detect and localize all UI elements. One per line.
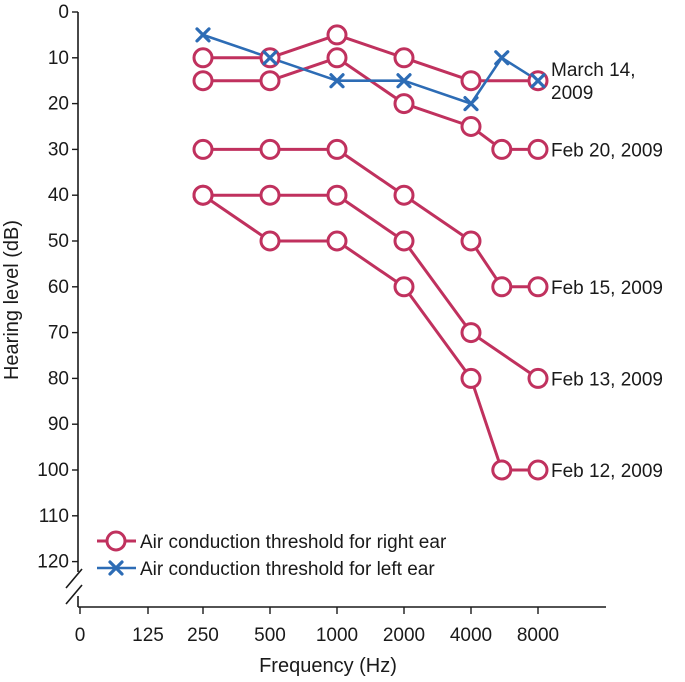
axis-break-mark bbox=[65, 568, 83, 589]
left-ear-x-marker bbox=[494, 50, 510, 66]
y-tick-label: 50 bbox=[48, 231, 69, 252]
right-ear-circle-marker bbox=[491, 459, 513, 481]
y-tick-label: 110 bbox=[39, 506, 69, 527]
right-ear-circle-marker bbox=[527, 138, 549, 160]
x-tick-label: 500 bbox=[254, 625, 286, 646]
y-tick-label: 60 bbox=[48, 277, 69, 298]
x-tick-label: 0 bbox=[75, 625, 86, 646]
left-ear-x-marker bbox=[329, 73, 345, 89]
series-date-label: Feb 20, 2009 bbox=[551, 140, 663, 161]
left-ear-x-marker bbox=[262, 50, 278, 66]
right-ear-circle-marker bbox=[326, 47, 348, 69]
y-tick-label: 70 bbox=[48, 323, 69, 344]
right-ear-circle-marker bbox=[460, 367, 482, 389]
y-tick-label: 30 bbox=[48, 139, 69, 160]
right-ear-circle-marker bbox=[527, 459, 549, 481]
right-ear-circle-marker bbox=[192, 47, 214, 69]
right-ear-line bbox=[202, 193, 538, 472]
right-ear-circle-marker bbox=[460, 322, 482, 344]
x-tick-label: 4000 bbox=[450, 625, 492, 646]
x-tick-label: 250 bbox=[187, 625, 219, 646]
right-ear-circle-marker bbox=[527, 367, 549, 389]
right-ear-circle-marker bbox=[460, 230, 482, 252]
right-ear-line bbox=[203, 33, 538, 83]
y-axis-title: Hearing level (dB) bbox=[1, 220, 23, 380]
right-ear-circle-marker bbox=[393, 93, 415, 115]
right-ear-circle-marker bbox=[259, 138, 281, 160]
right-ear-circle-marker bbox=[491, 276, 513, 298]
series-date-label: Feb 13, 2009 bbox=[551, 369, 663, 390]
legend-label: Air conduction threshold for left ear bbox=[140, 559, 435, 580]
right-ear-circle-marker bbox=[460, 116, 482, 137]
right-ear-circle-marker bbox=[259, 70, 281, 92]
legend: Air conduction threshold for right ear Ai… bbox=[97, 530, 447, 580]
series-date-label: Feb 15, 2009 bbox=[551, 278, 663, 299]
axis-break-mark bbox=[65, 584, 83, 605]
right-ear-circle-marker bbox=[326, 184, 348, 206]
y-tick-label: 0 bbox=[58, 2, 69, 23]
x-tick-label: 8000 bbox=[517, 625, 559, 646]
legend-entry: Air conduction threshold for right ear bbox=[97, 530, 447, 553]
x-tick-label: 125 bbox=[132, 625, 164, 646]
left-ear-x-marker bbox=[463, 95, 479, 112]
left-ear-x-marker bbox=[195, 27, 211, 43]
right-ear-circle-marker bbox=[393, 276, 415, 298]
right-ear-circle-marker bbox=[393, 47, 415, 69]
right-ear-circle-marker bbox=[192, 70, 214, 92]
right-ear-circle-marker bbox=[326, 138, 348, 160]
right-ear-circle-marker bbox=[259, 230, 281, 252]
right-ear-circle-marker bbox=[393, 184, 415, 206]
right-ear-circle-marker bbox=[491, 138, 513, 160]
right-ear-circle-marker bbox=[192, 138, 214, 160]
x-axis-title: Frequency (Hz) bbox=[259, 655, 397, 677]
left-ear-x-marker bbox=[530, 73, 546, 89]
x-tick-label: 2000 bbox=[383, 625, 425, 646]
right-ear-circle-marker bbox=[393, 230, 415, 252]
legend-label: Air conduction threshold for right ear bbox=[140, 532, 447, 553]
y-tick-label: 100 bbox=[37, 460, 69, 481]
left-ear-x-marker bbox=[396, 73, 412, 89]
legend-circle-marker bbox=[105, 530, 127, 552]
right-ear-line bbox=[203, 56, 538, 151]
right-ear-circle-marker bbox=[527, 276, 549, 298]
right-ear-circle-marker bbox=[326, 230, 348, 252]
legend-x-marker bbox=[108, 560, 124, 576]
y-tick-label: 80 bbox=[48, 368, 69, 389]
x-tick-label: 1000 bbox=[316, 625, 358, 646]
series-date-label: Feb 12, 2009 bbox=[551, 461, 663, 482]
series-date-label: March 14, 2009 bbox=[551, 60, 635, 104]
y-tick-label: 120 bbox=[37, 552, 69, 573]
y-tick-label: 10 bbox=[48, 48, 69, 69]
series-lines bbox=[202, 33, 539, 472]
y-tick-label: 90 bbox=[48, 414, 69, 435]
legend-entry: Air conduction threshold for left ear bbox=[97, 559, 435, 580]
axes: 0 10 20 30 40 50 60 70 80 90 100 110 120 0 125 250 500 10… bbox=[37, 2, 606, 646]
series-markers bbox=[192, 24, 549, 481]
right-ear-circle-marker bbox=[326, 24, 348, 46]
right-ear-line bbox=[203, 193, 539, 380]
y-tick-label: 40 bbox=[48, 185, 69, 206]
series-labels: March 14, 2009 Feb 20, 2009 Feb 15, 2009 Feb… bbox=[551, 60, 663, 482]
right-ear-circle-marker bbox=[192, 184, 214, 206]
right-ear-circle-marker bbox=[259, 184, 281, 206]
right-ear-circle-marker bbox=[460, 70, 482, 92]
y-tick-label: 20 bbox=[48, 94, 69, 115]
